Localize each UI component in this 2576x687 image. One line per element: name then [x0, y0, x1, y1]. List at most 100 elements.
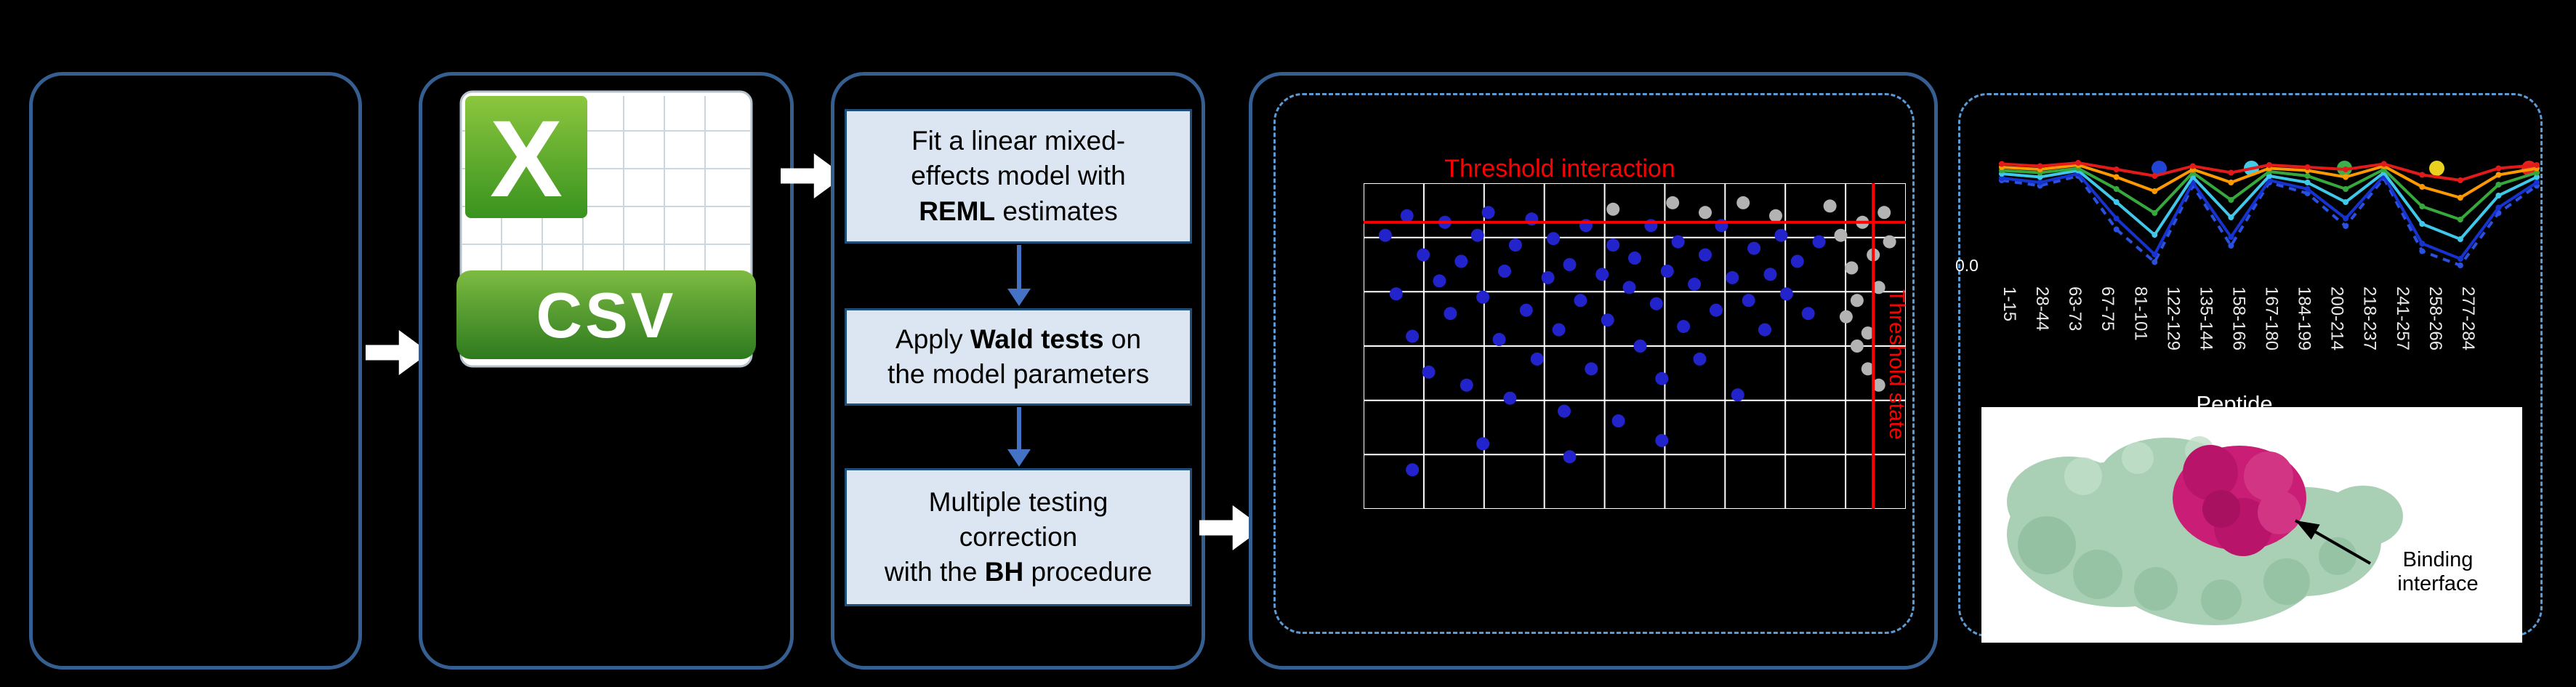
scatter-point [1558, 404, 1571, 418]
peptide-tick-label: 158-166 [2229, 286, 2249, 351]
scatter-point [1492, 333, 1506, 346]
down-arrow-icon [1007, 245, 1031, 306]
uptake-point [2266, 173, 2272, 179]
step-wald-tests: Apply Wald tests on the model parameters [845, 308, 1192, 406]
binding-interface-label: Binding interface [2397, 548, 2479, 596]
scatter-point [1454, 254, 1468, 268]
uptake-point [2343, 199, 2349, 205]
scatter-point [1406, 329, 1420, 343]
scatter-point [1417, 248, 1430, 262]
scatter-point [1693, 352, 1707, 366]
scatter-point [1872, 281, 1885, 294]
uptake-point [2152, 188, 2158, 194]
uptake-point [2152, 259, 2158, 265]
scatter-point [1547, 232, 1561, 246]
scatter-point [1622, 281, 1636, 294]
uptake-point [2495, 182, 2502, 188]
uptake-point [2037, 180, 2043, 185]
down-arrow-icon [1007, 407, 1031, 467]
scatter-point [1845, 261, 1859, 275]
scatter-point [1699, 206, 1712, 220]
excel-x-glyph: X [490, 97, 563, 220]
uptake-point [2228, 243, 2234, 249]
timepoint-legend-dot [2152, 161, 2167, 176]
scatter-point [1699, 248, 1712, 262]
scatter-point [1503, 391, 1517, 405]
uptake-point [2228, 180, 2234, 185]
uptake-point [2228, 214, 2234, 220]
uptake-point [2419, 172, 2426, 178]
peptide-tick-label: 258-266 [2425, 286, 2445, 351]
uptake-point [2457, 217, 2463, 222]
step-fit-model: Fit a linear mixed- effects model with R… [845, 109, 1192, 244]
uptake-point [2495, 165, 2502, 172]
scatter-point [1709, 303, 1723, 317]
uptake-point [2419, 184, 2426, 190]
scatter-point [1774, 228, 1788, 242]
scatter-point [1790, 254, 1804, 268]
scatter-point [1563, 258, 1577, 271]
scatter-point [1850, 294, 1864, 308]
step-text-post: estimates [995, 196, 1118, 226]
scatter-point [1481, 206, 1495, 220]
uptake-point [2266, 162, 2272, 168]
uptake-point [2534, 180, 2540, 185]
uptake-point [2419, 221, 2426, 227]
scatter-point [1758, 323, 1771, 337]
scatter-point [1823, 199, 1837, 213]
protein-structure-image [2007, 436, 2403, 625]
scatter-point [1655, 433, 1669, 447]
binding-interface-region [2173, 445, 2306, 556]
uptake-point [2152, 173, 2158, 179]
uptake-point [2457, 236, 2463, 242]
uptake-point [2457, 256, 2463, 262]
uptake-point [2037, 174, 2043, 180]
uptake-point [2304, 186, 2311, 192]
peptide-tick-label: 167-180 [2261, 286, 2282, 351]
scatter-point [1861, 362, 1875, 376]
uptake-point [2380, 161, 2387, 167]
peptide-tick-label: 277-284 [2458, 286, 2478, 351]
scatter-point [1476, 437, 1490, 451]
scatter-point [1601, 313, 1614, 327]
uptake-point [2495, 204, 2502, 211]
scatter-point [1628, 252, 1641, 265]
uptake-point [2495, 172, 2502, 178]
scatter-point [1763, 268, 1777, 281]
scatter-point [1541, 270, 1555, 284]
csv-banner [456, 270, 756, 359]
uptake-point [2075, 160, 2082, 166]
uptake-point [1999, 175, 2005, 181]
step-wald-tests-text: Apply Wald tests on the model parameters [887, 322, 1149, 392]
y-axis-tick-label: 0.0 [1955, 256, 1979, 275]
peptide-tick-label: 135-144 [2196, 286, 2216, 351]
peptide-axis-ticks: 1-15 28-44 63-73 67-75 81-101 122-129 135-144 1… [2000, 286, 2478, 390]
step-text-pre: Multiple testing correction with the [884, 486, 1108, 587]
uptake-line-navy-dotted [2001, 174, 2538, 268]
uptake-point [2152, 252, 2158, 257]
step-text-bold: BH [984, 557, 1024, 587]
peptide-tick-label: 81-101 [2130, 286, 2151, 341]
scatter-point [1574, 294, 1587, 308]
scatter-point [1677, 320, 1691, 334]
uptake-point [2152, 232, 2158, 238]
uptake-point [2534, 162, 2540, 168]
uptake-point [2152, 210, 2158, 216]
csv-file-icon: X CSV [456, 90, 756, 368]
scatter-point [1611, 414, 1625, 427]
scatter-point [1747, 241, 1761, 255]
scatter-point [1530, 352, 1544, 366]
scatter-point [1688, 277, 1702, 291]
scatter-point [1498, 265, 1511, 278]
scatter-point [1861, 326, 1875, 340]
peptide-tick-label: 122-129 [2163, 286, 2183, 351]
scatter-point [1563, 450, 1577, 464]
uptake-point [2343, 174, 2349, 180]
uptake-point [2304, 173, 2311, 179]
peptide-tick-label: 1-15 [2000, 286, 2019, 322]
uptake-point [2343, 215, 2349, 222]
step-text-pre: Fit a linear mixed- effects model with [911, 126, 1126, 191]
step-text-bold: Wald tests [970, 324, 1104, 354]
peptide-tick-label: 67-75 [2098, 286, 2118, 332]
protein-structure-panel: Binding interface [1981, 407, 2522, 643]
